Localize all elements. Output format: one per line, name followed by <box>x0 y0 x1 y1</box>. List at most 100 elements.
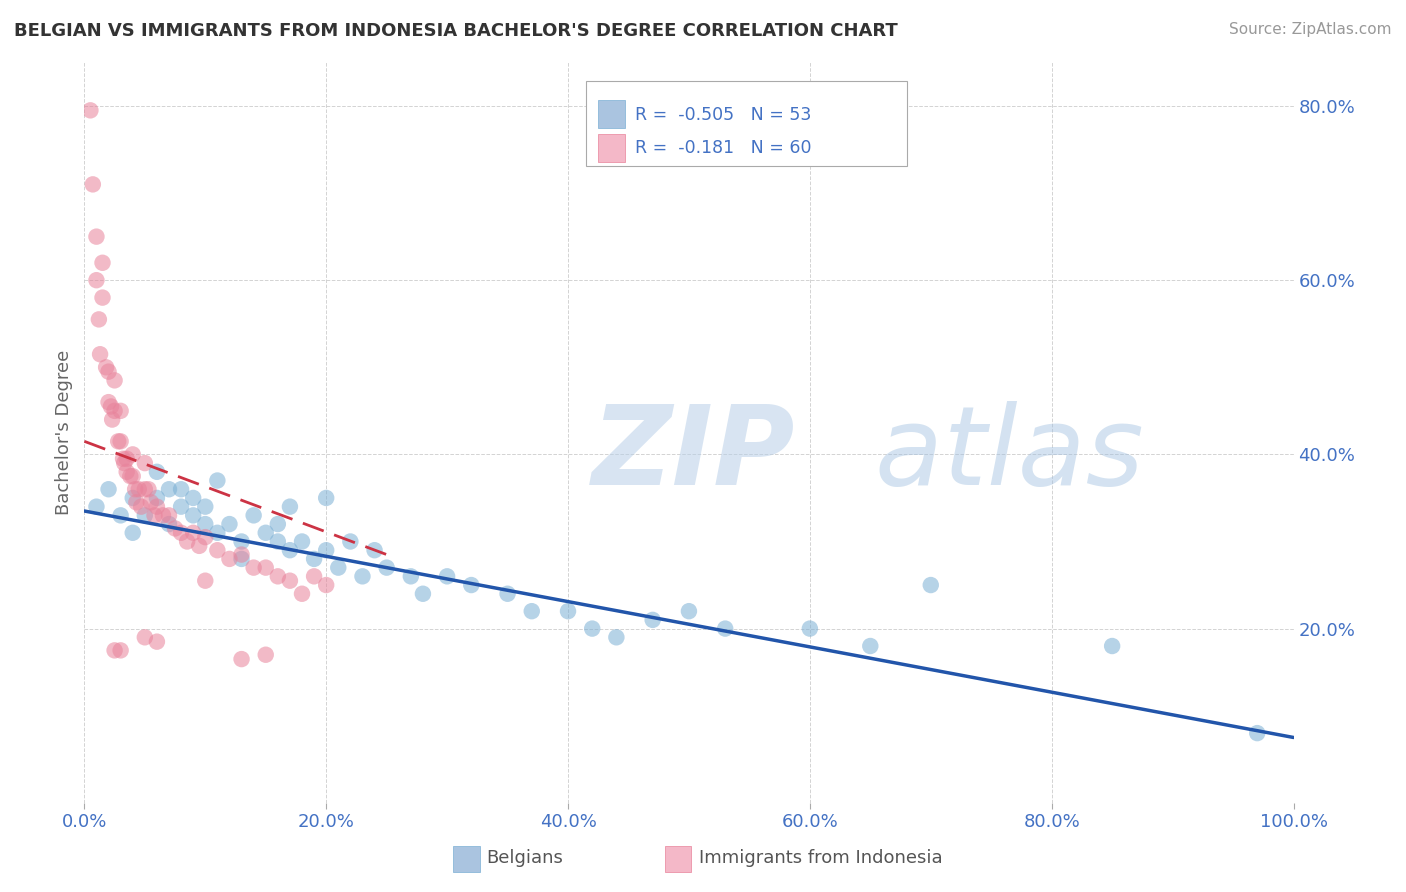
Point <box>920 578 942 592</box>
Point <box>110 434 132 449</box>
Point <box>557 604 579 618</box>
Point <box>520 604 543 618</box>
Point <box>267 534 290 549</box>
Point <box>125 495 148 509</box>
Point <box>79 103 101 118</box>
Point <box>170 500 193 514</box>
Text: R =  -0.505   N = 53: R = -0.505 N = 53 <box>634 106 811 124</box>
Point <box>86 500 108 514</box>
Point <box>138 482 160 496</box>
Point <box>89 347 111 361</box>
Point <box>1101 639 1123 653</box>
Point <box>207 543 229 558</box>
Point <box>242 508 264 523</box>
Point <box>278 543 301 558</box>
Point <box>134 630 156 644</box>
Point <box>181 525 204 540</box>
Point <box>291 587 314 601</box>
Point <box>152 508 174 523</box>
Point <box>146 634 169 648</box>
Point <box>139 495 162 509</box>
Point <box>115 465 138 479</box>
Point <box>91 256 114 270</box>
Point <box>86 273 108 287</box>
Point <box>231 652 253 666</box>
Point <box>146 491 169 505</box>
Point <box>363 543 385 558</box>
Point <box>121 469 143 483</box>
Point <box>352 569 374 583</box>
Point <box>82 178 104 192</box>
Point <box>194 530 217 544</box>
Point <box>104 643 127 657</box>
Point <box>97 482 120 496</box>
Point <box>231 548 253 562</box>
FancyBboxPatch shape <box>586 81 907 166</box>
Point <box>120 469 142 483</box>
Text: Belgians: Belgians <box>486 849 562 867</box>
Point <box>194 574 217 588</box>
Point <box>112 456 135 470</box>
Point <box>399 569 422 583</box>
Point <box>134 508 156 523</box>
Point <box>859 639 882 653</box>
Point <box>218 517 240 532</box>
Point <box>231 534 253 549</box>
Point <box>278 500 301 514</box>
Point <box>128 482 150 496</box>
Text: Immigrants from Indonesia: Immigrants from Indonesia <box>699 849 942 867</box>
Text: Source: ZipAtlas.com: Source: ZipAtlas.com <box>1229 22 1392 37</box>
Point <box>242 560 264 574</box>
Point <box>254 648 277 662</box>
Point <box>181 491 204 505</box>
Point <box>267 569 290 583</box>
Point <box>188 539 211 553</box>
Point <box>315 491 337 505</box>
Point <box>101 412 124 426</box>
Point <box>176 534 198 549</box>
Point <box>110 404 132 418</box>
Point <box>339 534 361 549</box>
Point <box>121 491 143 505</box>
Point <box>110 508 132 523</box>
Text: atlas: atlas <box>592 401 1144 508</box>
Point <box>436 569 458 583</box>
Point <box>121 525 143 540</box>
Point <box>678 604 700 618</box>
Bar <box>665 847 692 871</box>
Point <box>278 574 301 588</box>
Point <box>315 543 337 558</box>
Point <box>134 456 156 470</box>
Point <box>194 500 217 514</box>
Point <box>134 482 156 496</box>
Point <box>104 404 127 418</box>
Y-axis label: Bachelor's Degree: Bachelor's Degree <box>55 350 73 516</box>
Point <box>581 622 603 636</box>
Point <box>218 552 240 566</box>
Point <box>375 560 398 574</box>
Point <box>254 560 277 574</box>
Point <box>157 517 180 532</box>
Point <box>157 482 180 496</box>
Point <box>97 365 120 379</box>
Point <box>231 552 253 566</box>
Text: BELGIAN VS IMMIGRANTS FROM INDONESIA BACHELOR'S DEGREE CORRELATION CHART: BELGIAN VS IMMIGRANTS FROM INDONESIA BAC… <box>14 22 898 40</box>
Point <box>124 482 146 496</box>
Point <box>115 451 138 466</box>
Point <box>207 525 229 540</box>
Text: ZIP: ZIP <box>592 401 796 508</box>
Point <box>207 474 229 488</box>
Point <box>181 508 204 523</box>
Point <box>460 578 482 592</box>
Point <box>97 395 120 409</box>
Text: R =  -0.181   N = 60: R = -0.181 N = 60 <box>634 138 811 157</box>
Point <box>91 291 114 305</box>
Point <box>100 400 122 414</box>
Point <box>165 521 187 535</box>
Point <box>146 465 169 479</box>
Point <box>328 560 350 574</box>
Point <box>104 373 127 387</box>
Point <box>170 482 193 496</box>
Point <box>291 534 314 549</box>
Bar <box>599 100 624 128</box>
